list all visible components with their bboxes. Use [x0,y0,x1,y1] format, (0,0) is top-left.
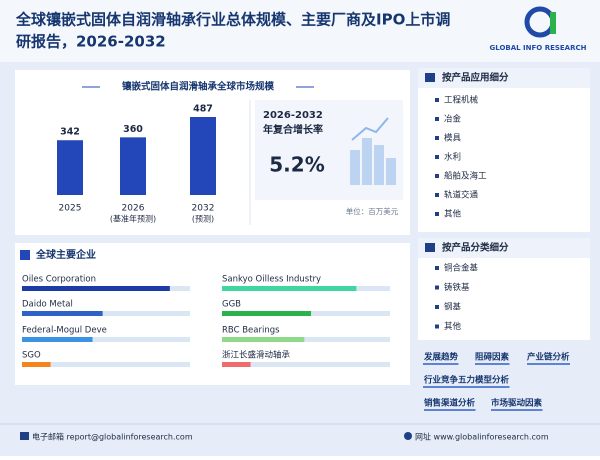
product-type-title: 按产品分类细分 [442,242,509,254]
bar [120,137,146,195]
cagr-period: 2026-2032 [263,110,323,121]
share-bar [222,286,357,291]
company-name: GGB [222,300,241,310]
tag: 发展趋势 [423,352,459,363]
bullet [435,174,439,178]
logo-mark [550,12,556,34]
decor [362,138,372,185]
company-name: SGO [22,351,41,361]
tag: 销售渠道分析 [424,398,476,409]
share-bar [222,311,312,316]
bullet [435,285,439,290]
year-label: 2025 [59,204,82,214]
bullet [435,305,439,309]
tag: 产业链分析 [527,352,570,363]
bullet [435,193,439,197]
company-name: Daido Metal [22,300,73,310]
share-bar [222,337,305,342]
company-name: Federal-Mogul Deve [22,326,107,336]
tag: 市场驱动因素 [491,398,543,409]
bullet [435,212,439,216]
decor-buildings [350,138,396,185]
panel-header [418,68,590,88]
value-label: 342 [60,127,80,138]
bullet [435,117,439,121]
companies-title: 全球主要企业 [35,248,96,261]
list-item: 工程机械 [444,95,479,106]
cagr-value: 5.2% [269,153,324,177]
share-bar [22,286,170,291]
bullet [435,98,439,102]
title: 研报告，2026-2032 [16,33,166,51]
share-track [22,337,190,342]
share-bar [22,337,93,342]
list-item: 模具 [444,133,462,144]
application-title: 按产品应用细分 [442,72,509,84]
market-title: 镶嵌式固体自润滑轴承全球市场规模 [122,81,275,93]
year-label: 2026 [122,204,145,214]
bar [190,117,216,195]
value-label: 487 [193,104,213,115]
icon [20,250,30,260]
share-track [222,362,390,367]
icon [404,432,412,440]
cagr-label: 年复合增长率 [263,123,323,136]
email: 电子邮箱 report@globalinforesearch.com [32,432,193,442]
list-item: 钢基 [444,302,462,313]
tag: 行业竞争五力模型分析 [423,375,510,386]
panel-header [418,238,590,258]
list-item: 船舶及海工 [444,171,487,182]
list-item: 其他 [444,321,462,332]
header [0,0,600,62]
decor [386,158,396,185]
icon [425,73,435,82]
logo: GLOBAL INFO RESEARCH [490,6,587,52]
bullet [435,266,439,270]
list-item: 其他 [444,209,462,220]
decor [351,117,389,141]
share-track [22,362,190,367]
decor [350,150,360,185]
year-label: 2032 [192,204,215,214]
application-panel [418,68,590,232]
share-bar [22,362,51,367]
icon [20,432,29,440]
logo-text: GLOBAL INFO RESEARCH [490,44,587,52]
bullet [435,155,439,159]
title: 全球镶嵌式固体自润滑轴承行业总体规模、主要厂商及IPO上市调 [15,11,450,29]
company-name: RBC Bearings [222,326,280,336]
share-track [22,311,190,316]
unit: 单位：百万美元 [346,206,399,216]
list-item: 铜合金基 [444,263,479,274]
company-name: 浙江长盛滑动轴承 [222,350,291,361]
website: 网址 www.globalinforesearch.com [415,432,549,442]
bullet [435,136,439,140]
year-note: (基准年预测) [110,214,156,224]
tag: 阻碍因素 [475,352,510,363]
decor [374,145,384,185]
icon [425,243,435,252]
share-bar [222,362,251,367]
list-item: 轨道交通 [444,190,479,201]
share-track [222,337,390,342]
company-name: Oiles Corporation [22,275,96,285]
bullet [435,324,439,329]
list-item: 水利 [444,152,461,163]
bar [57,140,83,195]
share-bar [22,311,103,316]
list-item: 冶金 [444,114,462,125]
company-name: Sankyo Oilless Industry [222,275,321,285]
list-item: 铸铁基 [444,282,470,293]
value-label: 360 [123,124,143,135]
year-note: (预测) [192,214,214,224]
